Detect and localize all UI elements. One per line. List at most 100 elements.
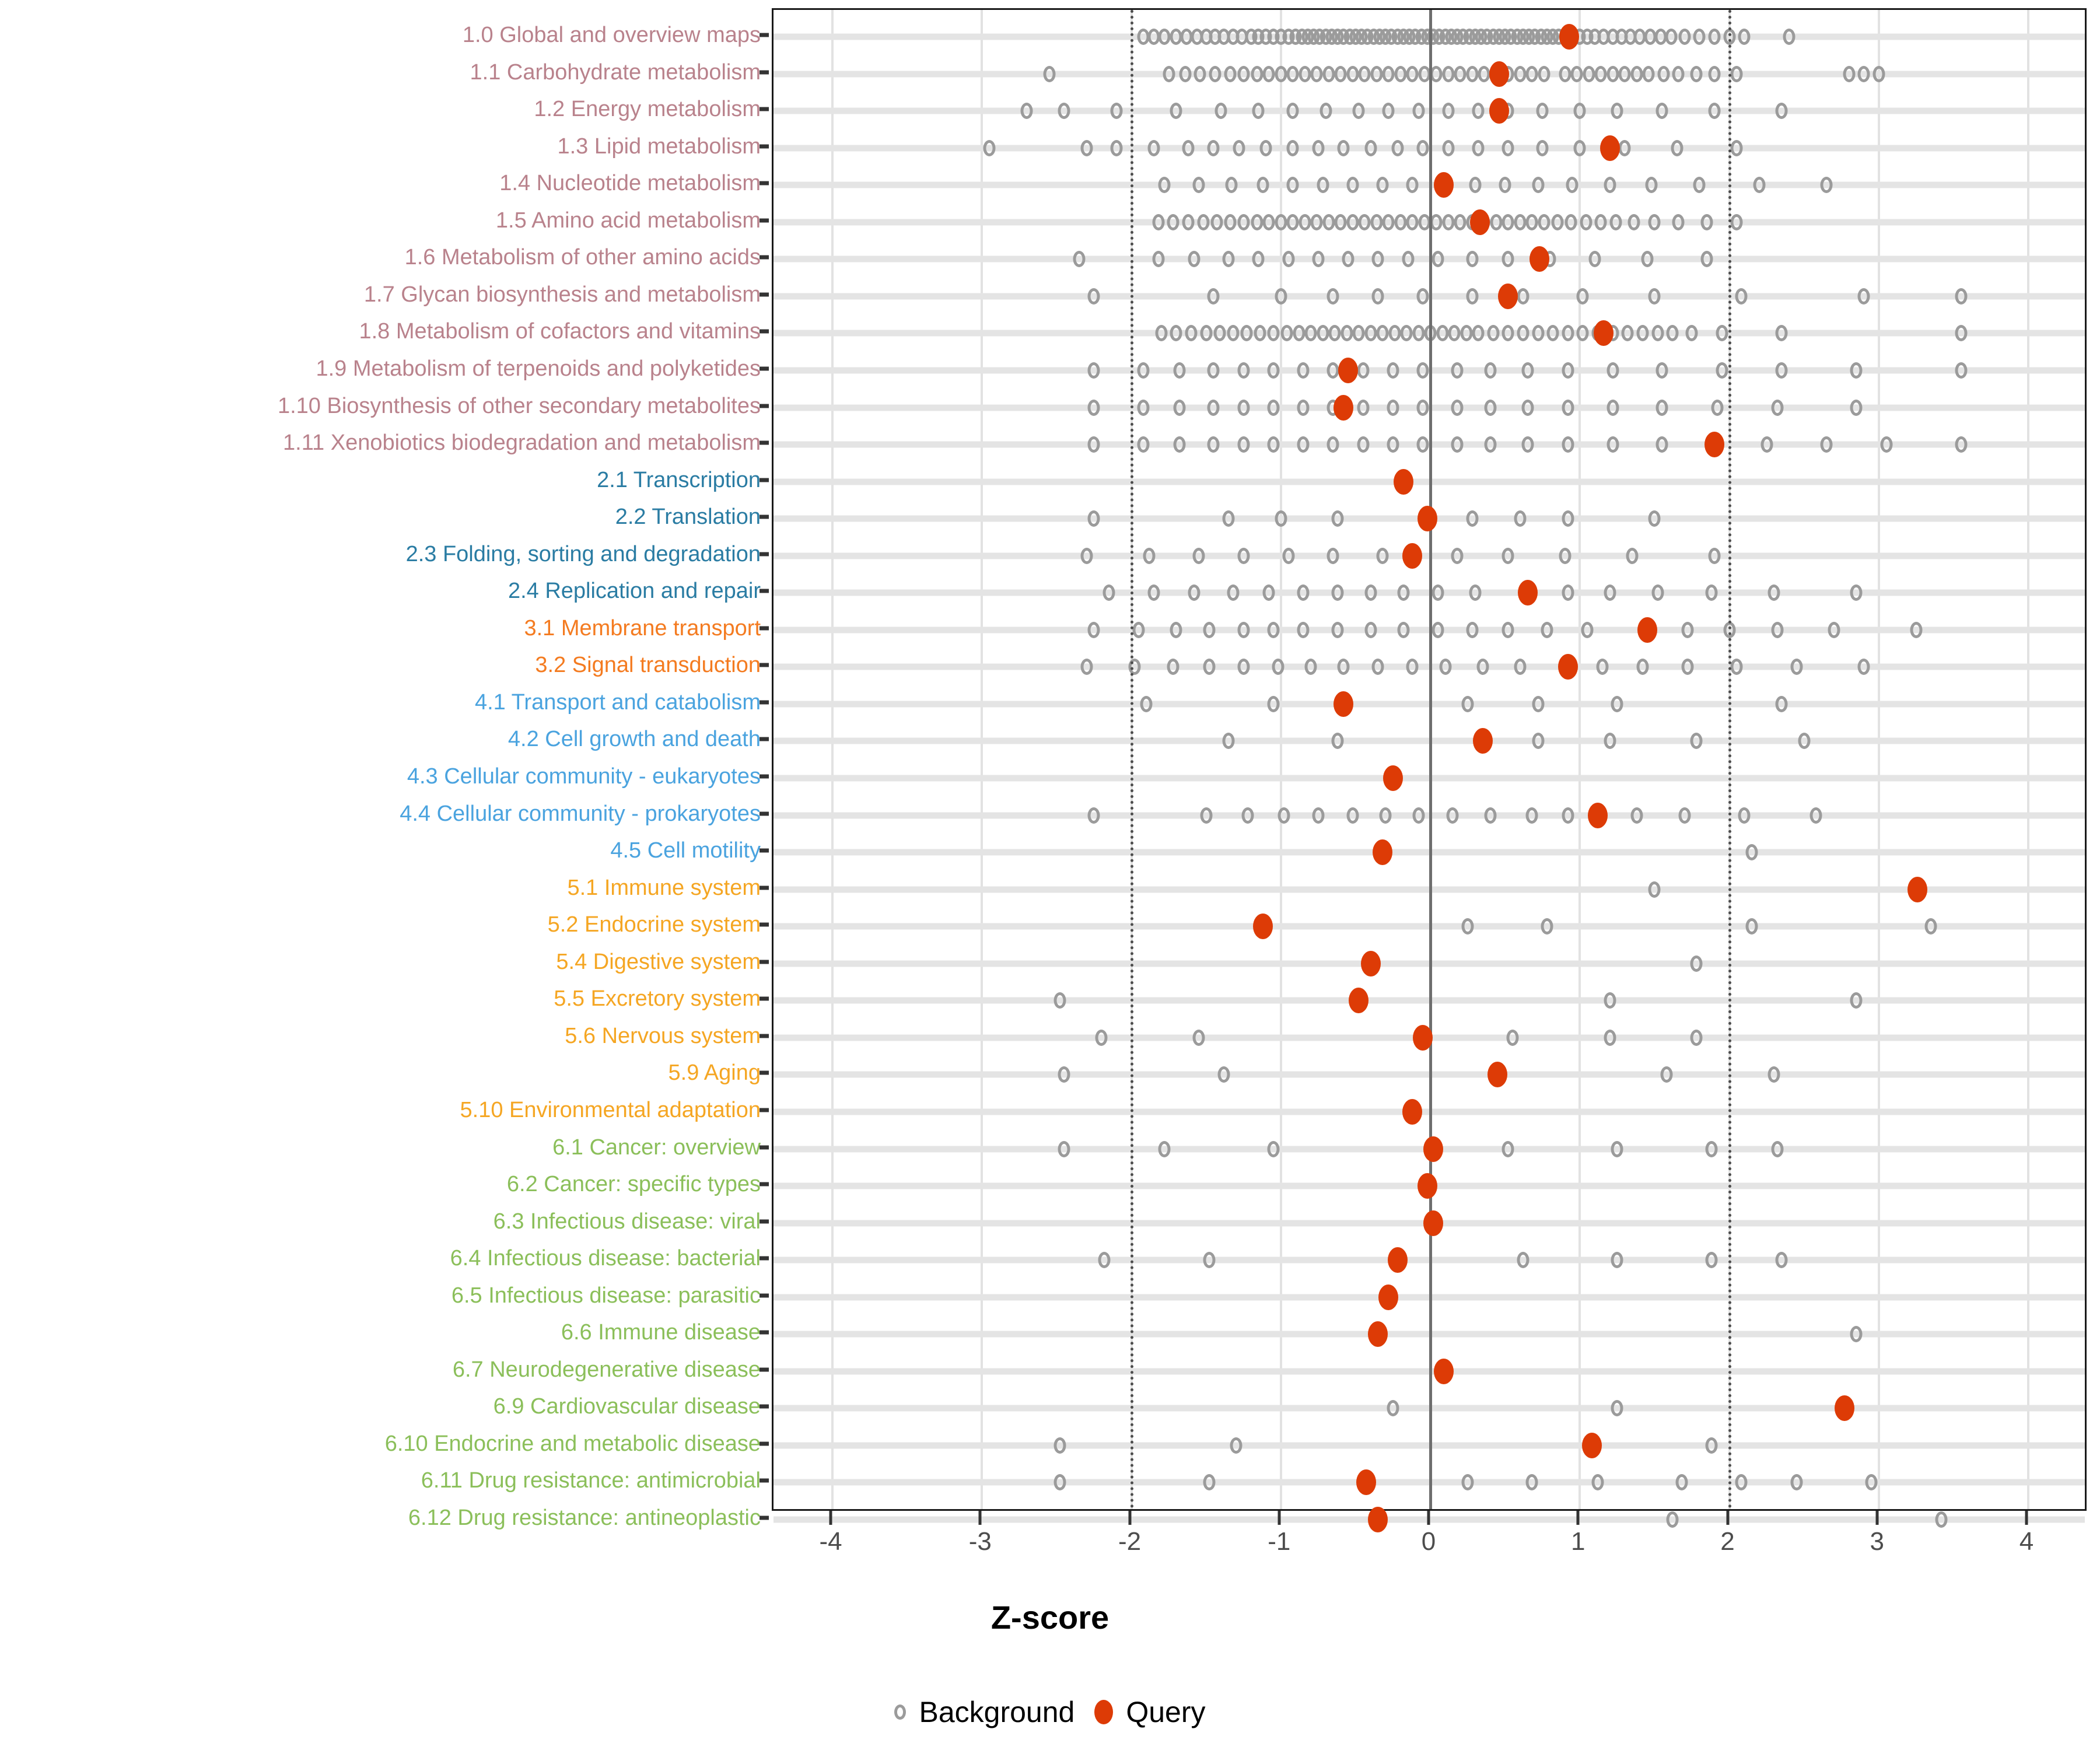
query-point[interactable] bbox=[1382, 765, 1403, 791]
background-point bbox=[1237, 65, 1250, 82]
background-point bbox=[1705, 1437, 1718, 1454]
query-point[interactable] bbox=[1558, 654, 1578, 680]
background-point bbox=[1179, 65, 1192, 82]
background-point bbox=[1370, 65, 1383, 82]
background-point bbox=[1570, 65, 1583, 82]
background-point bbox=[1716, 362, 1728, 379]
query-point[interactable] bbox=[1594, 320, 1614, 346]
background-point bbox=[1850, 1326, 1863, 1343]
query-point[interactable] bbox=[1417, 1173, 1437, 1199]
background-point bbox=[1337, 659, 1350, 676]
background-point bbox=[1538, 214, 1550, 230]
background-point bbox=[1469, 177, 1482, 194]
background-point bbox=[1200, 325, 1213, 342]
background-point bbox=[1484, 362, 1496, 379]
background-point bbox=[1735, 288, 1748, 304]
background-point bbox=[1775, 325, 1788, 342]
y-axis-label: 6.9 Cardiovascular disease bbox=[493, 1394, 761, 1419]
query-point[interactable] bbox=[1417, 506, 1437, 532]
query-point[interactable] bbox=[1334, 691, 1354, 717]
query-point[interactable] bbox=[1402, 1098, 1423, 1125]
query-point[interactable] bbox=[1908, 876, 1928, 902]
query-point[interactable] bbox=[1387, 1247, 1408, 1273]
background-point bbox=[1297, 436, 1310, 453]
background-point bbox=[1058, 1140, 1070, 1157]
query-point[interactable] bbox=[1402, 542, 1423, 569]
query-point[interactable] bbox=[1423, 1210, 1444, 1236]
query-point[interactable] bbox=[1368, 1507, 1388, 1532]
background-point bbox=[1448, 325, 1461, 342]
background-point bbox=[1532, 733, 1544, 750]
query-point[interactable] bbox=[1338, 357, 1359, 383]
y-axis-label: 5.6 Nervous system bbox=[565, 1023, 761, 1048]
query-point[interactable] bbox=[1489, 61, 1509, 87]
background-point bbox=[1576, 325, 1589, 342]
query-point[interactable] bbox=[1559, 24, 1580, 50]
background-point bbox=[1370, 214, 1383, 230]
y-axis-tick bbox=[760, 218, 769, 223]
background-point bbox=[1364, 584, 1377, 601]
query-point[interactable] bbox=[1378, 1284, 1399, 1310]
background-point bbox=[1451, 399, 1464, 416]
query-point[interactable] bbox=[1373, 839, 1392, 866]
query-point[interactable] bbox=[1489, 98, 1509, 124]
background-point bbox=[1203, 659, 1216, 676]
background-point bbox=[1490, 214, 1503, 230]
query-point[interactable] bbox=[1704, 432, 1724, 458]
query-point[interactable] bbox=[1393, 468, 1413, 495]
background-point bbox=[1820, 177, 1833, 194]
y-axis-tick bbox=[760, 1478, 769, 1483]
background-point bbox=[1364, 139, 1377, 156]
background-point bbox=[1192, 177, 1205, 194]
query-point[interactable] bbox=[1834, 1395, 1854, 1422]
background-point bbox=[1416, 436, 1429, 453]
y-axis-tick bbox=[760, 774, 769, 779]
y-axis-tick bbox=[760, 1034, 769, 1038]
query-point[interactable] bbox=[1360, 950, 1381, 977]
query-point[interactable] bbox=[1253, 914, 1273, 940]
y-axis-label: 5.9 Aging bbox=[668, 1060, 761, 1086]
background-point bbox=[1416, 362, 1429, 379]
background-point bbox=[1267, 436, 1280, 453]
background-point bbox=[1043, 65, 1056, 82]
query-point[interactable] bbox=[1434, 172, 1454, 198]
background-point bbox=[1158, 1140, 1171, 1157]
query-point[interactable] bbox=[1581, 1432, 1602, 1458]
background-point bbox=[1095, 1029, 1108, 1046]
query-point[interactable] bbox=[1368, 1321, 1388, 1348]
y-axis-labels: 1.0 Global and overview maps 1.1 Carbohyd… bbox=[0, 0, 769, 1529]
x-axis-tick-label: -1 bbox=[1268, 1527, 1291, 1556]
background-point bbox=[1514, 65, 1527, 82]
y-axis-label: 4.2 Cell growth and death bbox=[508, 727, 761, 752]
background-point bbox=[1594, 65, 1607, 82]
background-point bbox=[1262, 65, 1275, 82]
background-point bbox=[1087, 436, 1100, 453]
query-point[interactable] bbox=[1434, 1358, 1454, 1384]
query-point[interactable] bbox=[1334, 394, 1354, 421]
query-point[interactable] bbox=[1588, 802, 1608, 828]
background-point bbox=[1233, 139, 1245, 156]
query-point[interactable] bbox=[1423, 1136, 1444, 1162]
query-point[interactable] bbox=[1349, 988, 1368, 1014]
plot-panel bbox=[772, 8, 2087, 1532]
background-point bbox=[1606, 362, 1619, 379]
query-point[interactable] bbox=[1472, 728, 1493, 754]
query-point[interactable] bbox=[1498, 283, 1518, 309]
background-point bbox=[1346, 214, 1359, 230]
query-point[interactable] bbox=[1413, 1024, 1433, 1051]
query-point[interactable] bbox=[1488, 1062, 1508, 1088]
query-point[interactable] bbox=[1637, 617, 1657, 643]
query-point[interactable] bbox=[1517, 580, 1538, 606]
query-point[interactable] bbox=[1469, 209, 1490, 235]
query-point[interactable] bbox=[1530, 246, 1550, 272]
background-point bbox=[1618, 139, 1631, 156]
background-point bbox=[1935, 1511, 1948, 1528]
background-point bbox=[1606, 65, 1619, 82]
query-point[interactable] bbox=[1600, 135, 1620, 161]
background-point bbox=[1237, 659, 1250, 676]
background-point bbox=[1326, 436, 1339, 453]
background-point bbox=[1406, 659, 1419, 676]
query-point[interactable] bbox=[1356, 1469, 1376, 1496]
background-point bbox=[1562, 510, 1574, 527]
background-point bbox=[1310, 65, 1323, 82]
